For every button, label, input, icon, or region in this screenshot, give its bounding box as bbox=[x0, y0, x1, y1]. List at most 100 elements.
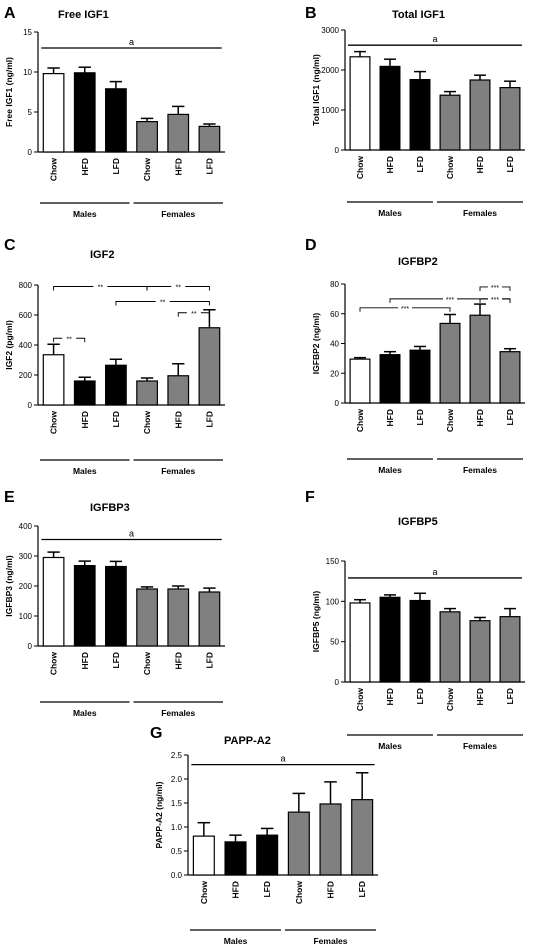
y-tick-label: 150 bbox=[326, 557, 340, 566]
y-tick-label: 50 bbox=[330, 638, 339, 647]
y-tick-label: 0 bbox=[28, 148, 33, 157]
significance-label: a bbox=[432, 34, 437, 44]
x-tick-label: HFD bbox=[326, 881, 336, 898]
group-label: Males bbox=[73, 466, 97, 476]
x-tick-label: Chow bbox=[199, 881, 209, 905]
y-tick-label: 80 bbox=[330, 280, 339, 289]
panel-letter: F bbox=[305, 489, 315, 506]
bar-chow-males bbox=[42, 72, 65, 153]
bar-lfd-females bbox=[198, 125, 221, 153]
bar-hfd-females bbox=[167, 375, 190, 406]
y-tick-label: 400 bbox=[19, 341, 33, 350]
y-tick-label: 0 bbox=[335, 678, 340, 687]
significance-label: ** bbox=[160, 300, 166, 307]
group-label: Females bbox=[161, 466, 195, 476]
bar-chow-females bbox=[439, 322, 461, 404]
x-tick-label: Chow bbox=[49, 652, 59, 676]
x-tick-label: HFD bbox=[80, 158, 90, 175]
significance-label-bg bbox=[93, 283, 108, 290]
bar-lfd-males bbox=[105, 88, 127, 153]
x-tick-label: LFD bbox=[111, 652, 121, 669]
y-tick-label: 0.5 bbox=[171, 847, 183, 856]
bar-hfd-females bbox=[167, 588, 190, 647]
chart-title: Total IGF1 bbox=[392, 9, 445, 21]
panel-b: B Total IGF1 Total IGF1 (ng/ml) 0 1000 2000 30… bbox=[305, 5, 525, 218]
significance-label-bg bbox=[186, 309, 201, 316]
y-tick-label: 1.5 bbox=[171, 799, 183, 808]
significance-label: ** bbox=[66, 336, 72, 343]
significance-label: a bbox=[432, 567, 437, 577]
significance-label: *** bbox=[491, 285, 499, 292]
bar-lfd-females bbox=[198, 591, 221, 647]
y-tick-label: 0 bbox=[335, 146, 340, 155]
panel-letter: D bbox=[305, 237, 317, 254]
bar-chow-females bbox=[439, 94, 461, 151]
chart-title: IGFBP5 bbox=[398, 516, 438, 528]
x-tick-label: HFD bbox=[80, 652, 90, 669]
x-tick-label: Chow bbox=[142, 411, 152, 435]
bar-lfd-females bbox=[499, 351, 521, 404]
bar-hfd-females bbox=[469, 620, 491, 683]
bar-lfd-males bbox=[409, 78, 431, 151]
panel-d: D IGFBP2 IGFBP2 (ng/ml) 0 20 40 60 80 Chow HFD LFD… bbox=[305, 237, 525, 475]
y-tick-label: 800 bbox=[19, 281, 33, 290]
significance-label: ** bbox=[176, 285, 182, 292]
x-tick-label: HFD bbox=[385, 156, 395, 173]
x-tick-label: HFD bbox=[80, 411, 90, 428]
y-axis-label: PAPP-A2 (ng/ml) bbox=[154, 781, 164, 848]
x-tick-label: Chow bbox=[294, 881, 304, 905]
x-tick-label: LFD bbox=[111, 158, 121, 175]
y-axis-label: IGFBP5 (ng/ml) bbox=[311, 591, 321, 653]
x-tick-label: Chow bbox=[445, 688, 455, 712]
x-tick-label: LFD bbox=[204, 411, 214, 428]
panel-e: E IGFBP3 IGFBP3 (ng/ml) 0 100 200 300 400 Chow HF… bbox=[4, 489, 225, 718]
bar-lfd-males bbox=[105, 565, 127, 647]
significance-label: ** bbox=[191, 311, 197, 318]
x-tick-label: HFD bbox=[475, 409, 485, 426]
x-tick-label: HFD bbox=[475, 156, 485, 173]
bar-lfd-females bbox=[499, 86, 521, 151]
x-tick-label: LFD bbox=[357, 881, 367, 898]
x-tick-label: Chow bbox=[355, 156, 365, 180]
panel-letter: G bbox=[150, 725, 162, 742]
x-tick-label: Chow bbox=[355, 688, 365, 712]
group-label: Males bbox=[378, 465, 402, 475]
bar-hfd-males bbox=[73, 380, 96, 406]
chart-title: Free IGF1 bbox=[58, 9, 109, 21]
x-tick-label: LFD bbox=[262, 881, 272, 898]
y-tick-label: 300 bbox=[19, 552, 33, 561]
group-label: Males bbox=[378, 741, 402, 751]
x-tick-label: LFD bbox=[505, 688, 515, 705]
x-tick-label: Chow bbox=[49, 411, 59, 435]
panel-f: F IGFBP5 IGFBP5 (ng/ml) 0 50 100 150 Chow HFD LFD… bbox=[305, 489, 525, 751]
bar-hfd-males bbox=[73, 72, 96, 153]
y-tick-label: 2000 bbox=[321, 66, 339, 75]
x-tick-label: Chow bbox=[445, 156, 455, 180]
y-tick-label: 0 bbox=[335, 399, 340, 408]
x-tick-label: LFD bbox=[415, 688, 425, 705]
bar-hfd-males bbox=[379, 65, 401, 151]
bar-chow-females bbox=[136, 380, 158, 406]
y-tick-label: 60 bbox=[330, 310, 339, 319]
y-tick-label: 100 bbox=[326, 597, 340, 606]
bar-chow-males bbox=[42, 354, 65, 406]
x-tick-label: LFD bbox=[111, 411, 121, 428]
y-tick-label: 1.0 bbox=[171, 823, 183, 832]
x-tick-label: LFD bbox=[204, 652, 214, 669]
panel-letter: E bbox=[4, 489, 15, 506]
bar-hfd-females bbox=[167, 113, 190, 153]
group-label: Males bbox=[224, 936, 248, 946]
y-tick-label: 100 bbox=[19, 612, 33, 621]
chart-title: IGF2 bbox=[90, 249, 114, 261]
x-tick-label: HFD bbox=[173, 652, 183, 669]
bar-hfd-males bbox=[73, 564, 96, 647]
y-tick-label: 40 bbox=[330, 340, 339, 349]
chart-title: PAPP-A2 bbox=[224, 735, 271, 747]
bar-hfd-females bbox=[469, 314, 491, 404]
x-tick-label: Chow bbox=[142, 158, 152, 182]
significance-label: *** bbox=[401, 306, 409, 313]
bar-lfd-males bbox=[105, 364, 127, 406]
y-tick-label: 10 bbox=[23, 68, 32, 77]
significance-label-bg bbox=[488, 295, 502, 302]
bar-lfd-females bbox=[198, 327, 221, 406]
